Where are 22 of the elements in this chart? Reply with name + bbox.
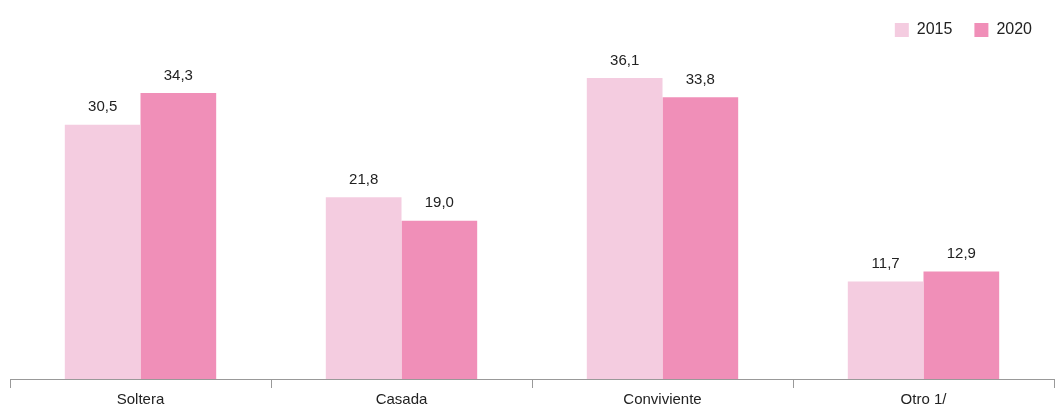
bar — [847, 281, 924, 379]
x-tick-label: Casada — [375, 390, 429, 408]
legend-label: 2020 — [996, 20, 1033, 38]
bar — [64, 124, 141, 379]
data-label: 19,0 — [424, 193, 454, 211]
bar — [923, 271, 1000, 379]
data-label: 12,9 — [946, 244, 976, 262]
data-label: 11,7 — [871, 254, 900, 272]
x-tick-label: Otro 1/ — [900, 390, 948, 408]
bar — [325, 197, 402, 379]
data-label: 21,8 — [349, 169, 379, 187]
bar — [140, 93, 217, 379]
bar — [586, 78, 663, 379]
x-tick-label: Soltera — [116, 390, 165, 408]
legend-label: 2015 — [916, 20, 953, 38]
data-label: 30,5 — [88, 97, 118, 115]
bar — [662, 97, 739, 379]
bar — [401, 220, 478, 379]
data-label: 34,3 — [163, 65, 193, 83]
x-tick-label: Conviviente — [623, 390, 702, 408]
data-label: 36,1 — [610, 50, 640, 68]
data-label: 33,8 — [685, 69, 715, 87]
